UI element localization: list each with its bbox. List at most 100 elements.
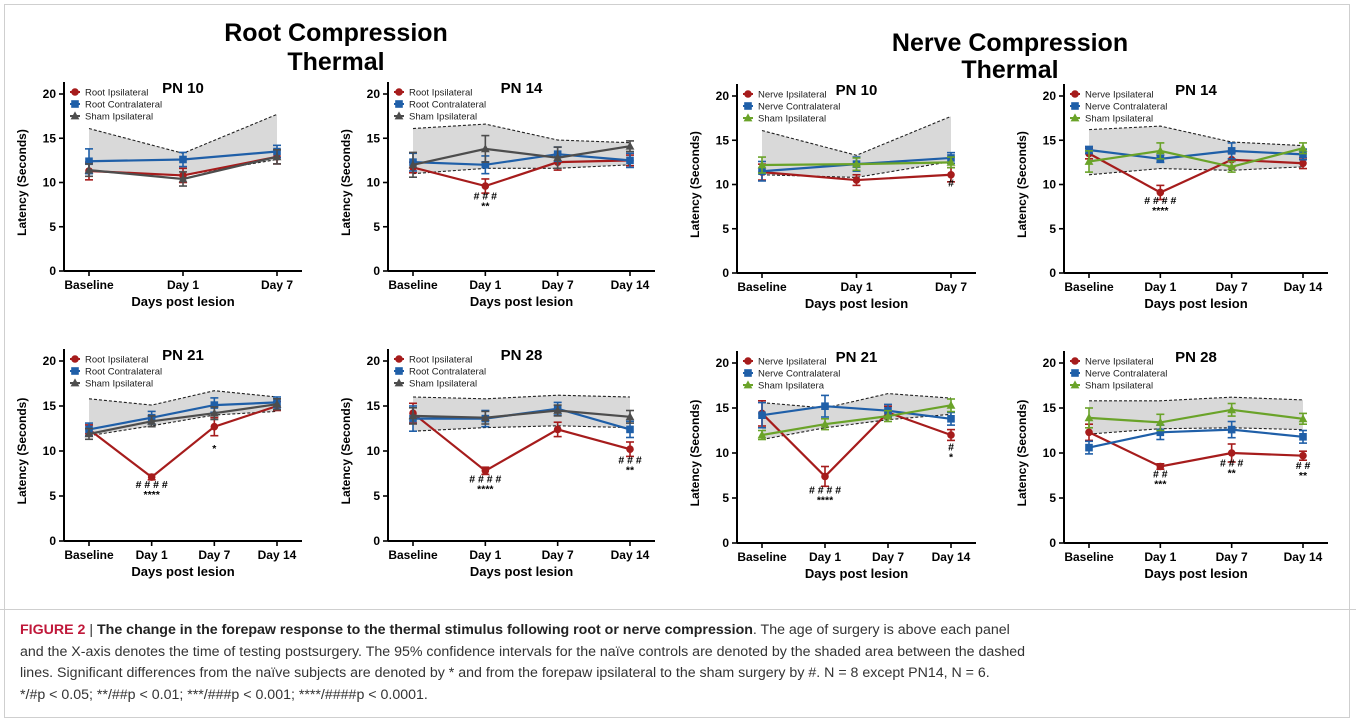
legend-marker xyxy=(394,111,404,120)
y-tick-label: 0 xyxy=(722,536,729,550)
significance-hash: # # xyxy=(1296,460,1311,472)
data-point xyxy=(1156,428,1165,437)
data-point xyxy=(1298,414,1308,423)
legend-entry: Root Contralateral xyxy=(409,100,486,111)
y-tick-label: 15 xyxy=(43,399,57,413)
series-3 xyxy=(408,404,635,425)
data-point xyxy=(947,170,955,179)
panel-title: PN 21 xyxy=(162,347,204,364)
y-tick-label: 20 xyxy=(716,356,730,370)
x-tick-label: Day 14 xyxy=(1284,280,1323,294)
legend-marker xyxy=(70,378,80,387)
y-tick-label: 15 xyxy=(367,131,381,145)
data-point xyxy=(272,152,282,161)
confidence-band xyxy=(413,124,630,174)
x-tick-label: Day 7 xyxy=(1216,550,1248,564)
data-point xyxy=(179,155,187,164)
x-tick-label: Baseline xyxy=(1064,280,1114,294)
y-tick-label: 20 xyxy=(716,89,730,103)
caption-line4: */#p < 0.05; **/##p < 0.01; ***/###p < 0… xyxy=(20,686,428,703)
data-point xyxy=(821,402,829,410)
series-line xyxy=(412,145,631,166)
data-point xyxy=(1227,449,1236,457)
x-tick-label: Day 14 xyxy=(611,278,650,292)
significance-star: * xyxy=(949,451,954,463)
significance-star: **** xyxy=(1152,205,1169,217)
legend-entry: Nerve Ipsilateral xyxy=(758,357,827,368)
series-3 xyxy=(1084,142,1308,173)
legend-entry: Sham Ipsilatera xyxy=(758,381,825,392)
y-axis-label: Latency (Seconds) xyxy=(339,398,353,505)
data-point xyxy=(821,472,829,481)
group-title-nerve-line1: Nerve Compression xyxy=(892,29,1128,57)
data-point xyxy=(408,411,418,420)
significance-hash: # # xyxy=(1153,468,1168,480)
data-point xyxy=(1227,405,1237,414)
y-tick-label: 5 xyxy=(49,220,56,234)
chart-panel-8: PN 28 0 5 10 15 20 Baseline Day 1 Day 7 Day 14 Day… xyxy=(1015,349,1328,581)
x-tick-label: Day 7 xyxy=(542,548,574,562)
caption-figure-number: FIGURE 2 xyxy=(20,622,86,638)
y-tick-label: 10 xyxy=(43,176,57,190)
legend-marker xyxy=(71,367,79,375)
legend-entry: Sham Ipsilateral xyxy=(85,112,153,123)
series-line xyxy=(412,153,631,166)
data-point xyxy=(626,425,634,434)
series-line xyxy=(88,404,278,479)
y-axis-label: Latency (Seconds) xyxy=(339,129,353,236)
y-tick-label: 10 xyxy=(367,444,381,458)
panel-title: PN 28 xyxy=(501,347,543,364)
band-upper-dashed-line xyxy=(761,393,952,409)
panel-title: PN 21 xyxy=(836,349,878,366)
legend-marker xyxy=(744,90,752,98)
y-tick-label: 10 xyxy=(716,178,730,192)
x-tick-label: Day 1 xyxy=(136,548,168,562)
x-tick-label: Baseline xyxy=(388,278,438,292)
series-line xyxy=(88,401,278,431)
data-point xyxy=(883,411,893,420)
data-point xyxy=(625,141,635,150)
y-axis-label: Latency (Seconds) xyxy=(1015,400,1029,507)
legend-marker xyxy=(71,355,79,363)
legend-entry: Root Ipsilateral xyxy=(85,355,148,366)
y-tick-label: 5 xyxy=(1049,491,1056,505)
data-point xyxy=(272,399,282,408)
chart-panel-7: PN 21 0 5 10 15 20 Baseline Day 1 Day 7 Day 14 Day… xyxy=(688,349,976,581)
data-point xyxy=(758,411,766,419)
data-point xyxy=(178,174,188,183)
panel-title: PN 14 xyxy=(501,80,543,97)
chart-panel-4: PN 14 0 5 10 15 20 Baseline Day 1 Day 7 Day 14 Day… xyxy=(1015,82,1328,311)
data-point xyxy=(480,413,490,422)
data-point xyxy=(1084,156,1094,165)
data-point xyxy=(1227,147,1236,155)
legend-entry: Nerve Contralateral xyxy=(1085,102,1167,113)
data-point xyxy=(626,445,634,454)
x-tick-label: Baseline xyxy=(737,280,787,294)
legend-entry: Sham Ipsilateral xyxy=(1085,114,1153,125)
y-tick-label: 15 xyxy=(1043,133,1057,147)
legend-marker xyxy=(395,367,403,375)
legend-marker xyxy=(744,102,752,110)
band-lower-dashed-line xyxy=(1088,427,1304,435)
x-tick-label: Day 1 xyxy=(1144,550,1176,564)
legend-marker xyxy=(1071,102,1079,110)
data-point xyxy=(820,419,830,428)
data-point xyxy=(84,429,94,438)
band-lower-dashed-line xyxy=(761,413,952,441)
legend-marker xyxy=(395,100,403,108)
significance-hash: # # # # xyxy=(469,474,501,486)
legend-marker xyxy=(743,380,753,389)
y-tick-label: 15 xyxy=(1043,401,1057,415)
caption-title: The change in the forepaw response to th… xyxy=(97,622,753,638)
significance-hash: # # # # xyxy=(136,479,168,491)
data-point xyxy=(946,400,956,409)
data-point xyxy=(852,159,861,168)
significance-star: ** xyxy=(626,465,635,477)
panel-title: PN 28 xyxy=(1175,349,1217,366)
group-title-root-line1: Root Compression xyxy=(224,19,448,47)
y-tick-label: 10 xyxy=(43,444,57,458)
series-line xyxy=(1088,147,1304,168)
